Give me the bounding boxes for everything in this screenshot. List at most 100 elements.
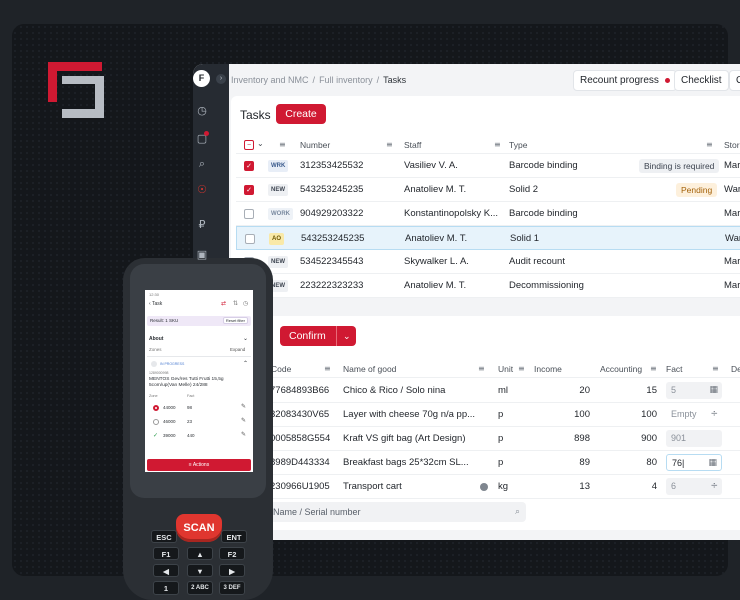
filter-icon[interactable]: ≡: [518, 364, 525, 373]
table-row[interactable]: ✓ NEW 543253245235 Anatoliev M. T. Solid 2 Wa…: [236, 178, 740, 202]
table-row[interactable]: WORK 904929203322 Konstantinopolsky K... Ba…: [236, 202, 740, 226]
inventory-icon[interactable]: ☉: [197, 183, 207, 196]
ruble-icon[interactable]: ₽: [198, 218, 206, 231]
edit-icon[interactable]: ✎: [241, 432, 247, 438]
filter-icon[interactable]: ≡: [712, 364, 719, 373]
tasks-icon[interactable]: ▢: [196, 132, 208, 145]
task-number: 534522345543: [300, 256, 364, 267]
search-placeholder: / Name / Serial number: [268, 507, 361, 517]
check-circle-icon[interactable]: ✓: [153, 433, 159, 439]
filter-icon[interactable]: ≡: [650, 364, 657, 373]
more-button[interactable]: O: [729, 70, 740, 91]
filter-icon[interactable]: ≡: [706, 140, 713, 149]
search-icon[interactable]: ⌕: [514, 507, 520, 517]
task-storage: Mar: [724, 208, 740, 219]
info-icon[interactable]: [480, 483, 488, 491]
key-2[interactable]: 2 ABC: [187, 581, 213, 595]
expand-button[interactable]: Expand: [230, 347, 246, 352]
zone-fact: 440: [187, 433, 195, 438]
clock-icon[interactable]: ◷: [243, 301, 249, 307]
f1-key[interactable]: F1: [153, 547, 179, 560]
task-type: Solid 2: [509, 184, 539, 195]
filter-icon[interactable]: ≡: [386, 140, 393, 149]
table-row[interactable]: 230966U1905 Transport cart kg 13 4 6 ÷: [268, 475, 740, 499]
search-icon[interactable]: ⌕: [198, 157, 206, 170]
task-staff: Anatoliev M. T.: [404, 184, 467, 195]
calendar-icon[interactable]: ▦: [708, 458, 717, 468]
table-row[interactable]: AO 543253245235 Anatoliev M. T. Solid 1 War: [236, 226, 740, 250]
good-unit: kg: [498, 481, 509, 492]
stepper-icon[interactable]: ÷: [710, 481, 718, 491]
actions-button[interactable]: ≡ Actions: [147, 459, 251, 471]
f2-key[interactable]: F2: [219, 547, 245, 560]
goods-panel: [258, 316, 740, 530]
checklist-button[interactable]: Checklist: [674, 70, 729, 91]
reset-filter-button[interactable]: Reset filter: [222, 317, 248, 324]
breadcrumb-item[interactable]: Full inventory: [319, 75, 373, 85]
key-1[interactable]: 1: [153, 581, 179, 595]
confirm-button[interactable]: Confirm ⌄: [280, 326, 356, 346]
breadcrumb-item[interactable]: Inventory and NMC: [231, 75, 309, 85]
goods-search-input[interactable]: / Name / Serial number ⌕: [262, 502, 526, 522]
dashboard-icon[interactable]: ◷: [197, 104, 207, 117]
filter-icon[interactable]: ≡: [324, 364, 331, 373]
status-badge: Binding is required: [639, 159, 720, 173]
task-storage: War: [725, 233, 740, 244]
document-icon[interactable]: ▣: [196, 248, 208, 261]
table-row[interactable]: 0005858G554 Kraft VS gift bag (Art Design…: [268, 427, 740, 451]
radio-icon[interactable]: [153, 419, 159, 425]
chevron-down-icon[interactable]: ⌄: [257, 139, 264, 148]
zone-row[interactable]: ✓ 39000 440 ✎: [145, 430, 253, 442]
good-name: Transport cart: [343, 481, 402, 492]
table-row[interactable]: NEW 534522345543 Skywalker L. A. Audit reco…: [236, 250, 740, 274]
table-row[interactable]: NEW 223222323233 Anatoliev M. T. Decommissi…: [236, 274, 740, 298]
row-checkbox[interactable]: [244, 209, 254, 219]
down-arrow-key[interactable]: ▼: [187, 564, 213, 577]
table-row[interactable]: 8989D443334 Breakfast bags 25*32cm SL... p…: [268, 451, 740, 475]
fact-input[interactable]: Empty ÷: [666, 406, 722, 423]
right-arrow-key[interactable]: ▶: [219, 564, 245, 577]
fact-input[interactable]: 76| ▦: [666, 454, 722, 471]
chevron-up-icon[interactable]: ⌃: [243, 361, 249, 367]
left-arrow-key[interactable]: ◀: [153, 564, 179, 577]
esc-key[interactable]: ESC: [151, 530, 177, 543]
key-3[interactable]: 3 DEF: [219, 581, 245, 595]
chevron-down-icon[interactable]: ⌄: [243, 336, 249, 342]
sort-icon[interactable]: ⇅: [233, 301, 239, 307]
edit-icon[interactable]: ✎: [241, 404, 247, 410]
edit-icon[interactable]: ✎: [241, 418, 247, 424]
actions-label: Actions: [192, 462, 210, 468]
task-tag: NEW: [268, 280, 288, 292]
about-section[interactable]: About: [149, 336, 164, 342]
fact-input[interactable]: 5 ▦: [666, 382, 722, 399]
chevron-down-icon[interactable]: ⌄: [336, 326, 351, 346]
user-avatar[interactable]: F: [193, 70, 210, 87]
filter-icon[interactable]: ≡: [494, 140, 501, 149]
up-arrow-key[interactable]: ▲: [187, 547, 213, 560]
recount-progress-button[interactable]: Recount progress: [573, 70, 677, 91]
back-button[interactable]: ‹ Task: [149, 301, 163, 307]
filter-icon[interactable]: ≡: [279, 140, 286, 149]
column-fact: Fact: [666, 364, 683, 374]
fact-input[interactable]: 901: [666, 430, 722, 447]
radio-selected-icon[interactable]: [153, 405, 159, 411]
zone-row[interactable]: 44000 98 ✎: [145, 402, 253, 414]
table-row[interactable]: 32083430V65 Layer with cheese 70g n/a pp.…: [268, 403, 740, 427]
scan-key[interactable]: SCAN: [176, 514, 222, 542]
sidebar-collapse-icon[interactable]: ›: [216, 74, 226, 84]
good-unit: p: [498, 433, 504, 444]
row-checkbox[interactable]: ✓: [244, 185, 254, 195]
row-checkbox[interactable]: [245, 234, 255, 244]
filter-icon[interactable]: ≡: [478, 364, 485, 373]
table-row[interactable]: 77684893B66 Chico & Rico / Solo nina ml 20 1…: [268, 379, 740, 403]
select-all-checkbox[interactable]: −: [244, 140, 254, 150]
calendar-icon[interactable]: ▦: [709, 385, 718, 395]
table-row[interactable]: ✓ WRK 312353425532 Vasiliev V. A. Barcode bi…: [236, 154, 740, 178]
filter-icon[interactable]: ⇄: [221, 301, 227, 307]
zone-row[interactable]: 46000 23 ✎: [145, 416, 253, 428]
create-button[interactable]: Create: [276, 104, 326, 124]
row-checkbox[interactable]: ✓: [244, 161, 254, 171]
ent-key[interactable]: ENT: [221, 530, 247, 543]
fact-input[interactable]: 6 ÷: [666, 478, 722, 495]
stepper-icon[interactable]: ÷: [710, 409, 718, 419]
